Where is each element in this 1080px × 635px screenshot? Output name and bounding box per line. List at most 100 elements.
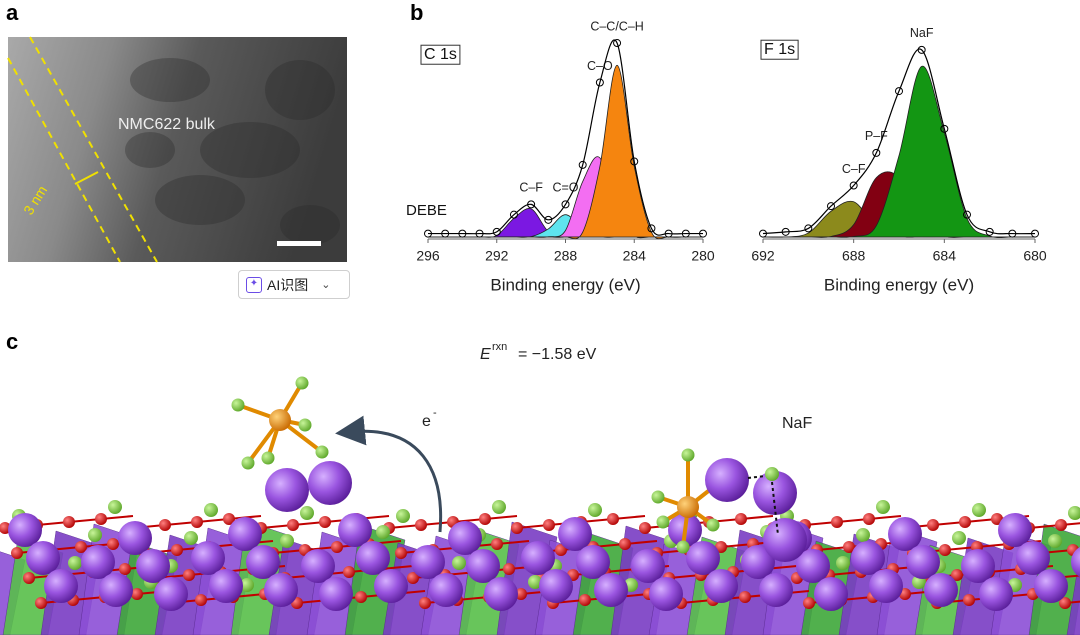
envelope-line xyxy=(427,39,703,236)
sodium-atom xyxy=(191,541,225,575)
sodium-atom xyxy=(594,573,628,607)
fluorine-atom xyxy=(295,376,309,390)
data-point xyxy=(578,160,587,169)
sodium-atom xyxy=(961,549,995,583)
panel-label: c xyxy=(6,329,18,354)
sodium-atom xyxy=(308,461,352,505)
tem-texture xyxy=(125,58,340,245)
oxygen-atom xyxy=(963,594,975,606)
x-tick-label: 688 xyxy=(842,248,866,264)
oxygen-atom xyxy=(803,597,815,609)
fluorine-atom xyxy=(676,540,690,554)
sodium-atom xyxy=(301,549,335,583)
octahedron xyxy=(1066,552,1080,635)
sodium-atom xyxy=(484,577,518,611)
annotation: DEBE xyxy=(406,202,447,219)
data-point xyxy=(424,229,432,238)
green-atom xyxy=(88,528,102,542)
phosphorus-atom xyxy=(677,496,699,518)
data-point xyxy=(1008,229,1017,238)
sodium-atom xyxy=(264,573,298,607)
oxygen-atom xyxy=(843,541,855,553)
data-point xyxy=(613,39,622,48)
x-tick-label: 292 xyxy=(485,248,509,264)
green-atom xyxy=(952,531,966,545)
x-tick-label: 280 xyxy=(691,248,715,264)
fluorine-atom xyxy=(315,445,329,459)
oxygen-atom xyxy=(319,516,331,528)
oxygen-atom xyxy=(407,572,419,584)
data-point xyxy=(664,229,673,238)
x-tick-label: 680 xyxy=(1023,248,1047,264)
title-box xyxy=(420,44,461,65)
green-atom xyxy=(588,503,602,517)
sodium-atom xyxy=(1016,541,1050,575)
tem-background xyxy=(8,37,347,262)
sodium-atom xyxy=(1071,547,1080,577)
data-point xyxy=(1031,229,1039,238)
oxygen-atom xyxy=(1059,597,1071,609)
ai-recognize-button[interactable]: ✦ AI识图 ⌄ xyxy=(238,270,350,299)
oxygen-atom xyxy=(171,544,183,556)
fluorine-atom xyxy=(241,456,255,470)
data-point xyxy=(963,210,971,219)
oxygen-atom xyxy=(831,516,843,528)
sodium-atom xyxy=(686,541,720,575)
sodium-atom xyxy=(924,573,958,607)
dropdown-chevron: ⌄ xyxy=(321,279,331,291)
sodium-atom xyxy=(154,577,188,611)
energy-symbol: E xyxy=(480,346,491,363)
oxygen-atom xyxy=(555,544,567,556)
xps-chart: F 1s 692 688 684 680 Binding energy (eV) C–F P–… xyxy=(751,26,1047,294)
oxygen-atom xyxy=(343,566,355,578)
sodium-atom xyxy=(26,541,60,575)
sodium-atom xyxy=(81,545,115,579)
oxygen-atom xyxy=(223,513,235,525)
green-atom xyxy=(856,528,870,542)
green-atom xyxy=(452,556,466,570)
green-atom xyxy=(972,503,986,517)
data-point xyxy=(475,229,484,238)
sodium-atom xyxy=(979,577,1013,611)
data-point xyxy=(699,229,707,238)
data-point xyxy=(872,148,881,157)
phosphorus-atom xyxy=(269,409,291,431)
sodium-atom xyxy=(338,513,372,547)
data-point xyxy=(681,229,690,238)
interaction-line xyxy=(747,475,779,536)
oxygen-atom xyxy=(107,538,119,550)
button-label: AI识图 xyxy=(267,276,309,293)
data-point xyxy=(849,181,858,190)
data-point xyxy=(509,210,518,219)
sodium-atom xyxy=(448,521,482,555)
sodium-atom xyxy=(649,577,683,611)
green-atom xyxy=(204,503,218,517)
sodium-atom xyxy=(888,517,922,551)
green-atom xyxy=(876,500,890,514)
data-point xyxy=(544,215,553,224)
data-point xyxy=(804,224,813,233)
oxygen-atom xyxy=(35,597,47,609)
sodium-atom xyxy=(906,545,940,579)
sodium-atom xyxy=(374,569,408,603)
oxygen-atom xyxy=(479,513,491,525)
x-tick-label: 296 xyxy=(416,248,440,264)
region-label: NMC622 bulk xyxy=(118,116,216,133)
oxygen-atom xyxy=(619,538,631,550)
oxygen-atom xyxy=(395,547,407,559)
peak-label: C–F xyxy=(519,181,543,195)
sodium-atom xyxy=(99,573,133,607)
oxygen-atom xyxy=(355,591,367,603)
oxygen-atom xyxy=(927,519,939,531)
x-axis-label: Binding energy (eV) xyxy=(824,275,974,294)
sodium-atom xyxy=(466,549,500,583)
green-atom xyxy=(1048,534,1062,548)
oxygen-atom xyxy=(1055,519,1067,531)
fluorine-atom xyxy=(765,467,779,481)
oxygen-atom xyxy=(419,597,431,609)
oxygen-atom xyxy=(959,516,971,528)
sodium-atom xyxy=(576,545,610,579)
green-atom xyxy=(184,531,198,545)
oxygen-atom xyxy=(491,538,503,550)
oxygen-atom xyxy=(331,541,343,553)
